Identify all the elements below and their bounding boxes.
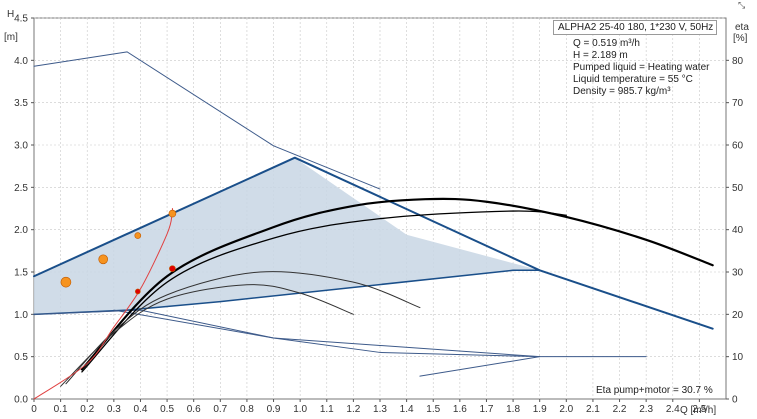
y2-tick-label: 20 xyxy=(732,310,744,321)
x-tick-label: 0.2 xyxy=(80,404,94,415)
x-tick-label: 1.6 xyxy=(453,404,467,415)
y-tick-label: 1.5 xyxy=(14,268,28,279)
y-axis-label: H xyxy=(7,9,14,20)
x-tick-label: 0.7 xyxy=(213,404,227,415)
x-tick-label: 1.8 xyxy=(506,404,520,415)
series-efficiency xyxy=(60,284,354,387)
operating-point-marker xyxy=(168,209,177,218)
operating-region xyxy=(34,157,540,315)
x-tick-label: 1.0 xyxy=(293,404,307,415)
x-tick-label: 0.8 xyxy=(240,404,254,415)
y2-tick-label: 30 xyxy=(732,268,744,279)
operating-point-marker xyxy=(135,288,141,295)
y-tick-label: 2.5 xyxy=(14,183,28,194)
y-axis-unit: [m] xyxy=(4,32,18,43)
series-low-power-line xyxy=(113,309,541,377)
info-line-density: Density = 985.7 kg/m³ xyxy=(573,86,671,97)
x-tick-label: 0.5 xyxy=(160,404,174,415)
x-tick-label: 1.2 xyxy=(346,404,360,415)
resize-arrows-icon[interactable]: ⤡ xyxy=(738,0,746,10)
series-efficiency xyxy=(81,210,567,373)
info-line-head: H = 2.189 m xyxy=(573,50,628,61)
y-tick-label: 0.5 xyxy=(14,352,28,363)
y2-tick-label: 70 xyxy=(732,98,744,109)
x-tick-label: 1.4 xyxy=(400,404,414,415)
x-tick-label: 2.5 xyxy=(692,404,706,415)
operating-point-marker xyxy=(134,232,142,239)
y2-axis-label: eta xyxy=(735,22,749,33)
info-line-temperature: Liquid temperature = 55 °C xyxy=(573,74,693,85)
x-tick-label: 2.4 xyxy=(666,404,680,415)
y-tick-label: 1.0 xyxy=(14,310,28,321)
y-tick-label: 4.0 xyxy=(14,56,28,67)
operating-point-marker xyxy=(169,265,176,272)
y-tick-label: 3.5 xyxy=(14,98,28,109)
y-tick-label: 2.0 xyxy=(14,225,28,236)
y2-tick-label: 50 xyxy=(732,183,744,194)
series-power-line xyxy=(33,51,381,190)
y2-tick-label: 40 xyxy=(732,225,744,236)
y2-tick-label: 10 xyxy=(732,352,744,363)
x-tick-label: 1.9 xyxy=(533,404,547,415)
y2-tick-label: 60 xyxy=(732,141,744,152)
x-tick-label: 2.2 xyxy=(613,404,627,415)
x-tick-label: 0.4 xyxy=(134,404,148,415)
y2-axis-unit: [%] xyxy=(733,33,748,44)
y-tick-label: 0.0 xyxy=(14,395,28,406)
series-max-curve xyxy=(33,156,714,330)
y-tick-label: 4.5 xyxy=(14,14,28,25)
x-tick-label: 2.0 xyxy=(559,404,573,415)
chart-title: ALPHA2 25-40 180, 1*230 V, 50Hz xyxy=(553,20,717,35)
efficiency-note: Eta pump+motor = 30.7 % xyxy=(596,385,713,396)
series-efficiency xyxy=(65,271,421,385)
x-axis-label: Q [m³/h] xyxy=(680,405,716,416)
x-tick-label: 1.3 xyxy=(373,404,387,415)
operating-point-marker xyxy=(98,254,108,265)
x-tick-label: 0.6 xyxy=(187,404,201,415)
x-tick-label: 2.3 xyxy=(639,404,653,415)
y-tick-label: 3.0 xyxy=(14,141,28,152)
info-line-liquid: Pumped liquid = Heating water xyxy=(573,62,710,73)
x-tick-label: 2.1 xyxy=(586,404,600,415)
x-tick-label: 1.5 xyxy=(426,404,440,415)
x-tick-label: 1.1 xyxy=(320,404,334,415)
x-tick-label: 0.3 xyxy=(107,404,121,415)
y2-tick-label: 80 xyxy=(732,56,744,67)
x-tick-label: 0.1 xyxy=(54,404,68,415)
info-box: ALPHA2 25-40 180, 1*230 V, 50Hz Q = 0.51… xyxy=(553,20,717,98)
x-tick-label: 1.7 xyxy=(480,404,494,415)
operating-point-marker xyxy=(60,276,72,288)
info-line-flow: Q = 0.519 m³/h xyxy=(573,38,640,49)
x-tick-label: 0.9 xyxy=(267,404,281,415)
y2-tick-label: 0 xyxy=(732,395,738,406)
series-power-line xyxy=(33,309,647,358)
x-tick-label: 0 xyxy=(31,404,37,415)
